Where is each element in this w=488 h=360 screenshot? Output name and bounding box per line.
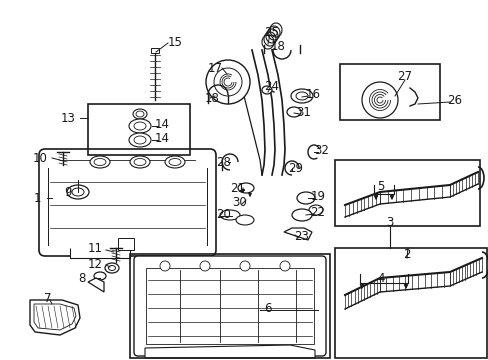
Ellipse shape [134,122,146,130]
FancyBboxPatch shape [39,149,216,256]
Ellipse shape [220,210,240,220]
Ellipse shape [286,107,301,117]
Text: 18: 18 [270,40,285,53]
Ellipse shape [67,185,89,199]
Circle shape [361,82,397,118]
Ellipse shape [130,156,150,168]
Text: 22: 22 [310,206,325,219]
Text: 3: 3 [386,216,393,229]
Bar [118,238,134,250]
Ellipse shape [291,209,311,221]
Circle shape [280,261,289,271]
Circle shape [240,261,249,271]
Ellipse shape [262,86,271,94]
Ellipse shape [94,272,106,280]
Ellipse shape [134,136,146,144]
Text: 12: 12 [87,258,102,271]
Ellipse shape [308,205,323,215]
Text: 15: 15 [167,36,182,49]
Text: 19: 19 [310,189,325,202]
Ellipse shape [296,192,314,204]
Text: 16: 16 [305,87,320,100]
Bar [339,64,439,120]
Circle shape [214,68,242,96]
Text: 17: 17 [207,62,222,75]
Text: 9: 9 [64,185,72,198]
Text: 30: 30 [232,195,247,208]
Circle shape [205,60,249,104]
Text: 11: 11 [87,242,102,255]
Ellipse shape [290,89,312,103]
Ellipse shape [134,158,146,166]
Text: 25: 25 [264,26,279,39]
Ellipse shape [108,266,115,270]
Ellipse shape [129,133,151,147]
Text: 28: 28 [216,156,231,168]
PathPatch shape [70,248,130,258]
Text: 31: 31 [296,105,311,118]
PathPatch shape [284,228,311,240]
Ellipse shape [72,188,84,196]
Text: 1: 1 [33,192,41,204]
Text: 18: 18 [204,91,219,104]
Text: 10: 10 [33,152,47,165]
Ellipse shape [169,158,181,166]
Text: 20: 20 [216,207,231,220]
Ellipse shape [295,92,307,100]
Ellipse shape [164,156,184,168]
Ellipse shape [236,215,253,225]
Ellipse shape [90,156,110,168]
Bar [151,48,159,53]
Ellipse shape [238,183,253,193]
PathPatch shape [145,345,314,358]
Text: 14: 14 [154,131,169,144]
PathPatch shape [34,304,76,330]
Text: 4: 4 [376,271,384,284]
Bar [88,104,190,155]
Bar [334,248,486,358]
Bar [334,160,479,226]
Text: 7: 7 [44,292,52,305]
Text: 13: 13 [61,112,75,125]
Text: 8: 8 [78,271,85,284]
Ellipse shape [94,158,106,166]
Text: 23: 23 [294,230,309,243]
FancyBboxPatch shape [134,256,325,356]
Circle shape [200,261,209,271]
Text: 5: 5 [377,180,384,193]
Text: 24: 24 [264,80,279,93]
Text: 32: 32 [314,144,329,157]
Text: 21: 21 [230,181,245,194]
Text: 14: 14 [154,117,169,130]
Ellipse shape [129,119,151,133]
PathPatch shape [30,300,80,335]
Text: 6: 6 [264,302,271,315]
Text: 2: 2 [403,248,410,261]
Bar [146,268,313,344]
Ellipse shape [133,109,147,119]
PathPatch shape [88,278,104,292]
Text: 27: 27 [397,69,412,82]
Text: 29: 29 [288,162,303,175]
Ellipse shape [136,111,143,117]
Ellipse shape [105,263,119,273]
Text: 26: 26 [447,94,462,107]
Circle shape [160,261,170,271]
Bar [130,254,329,358]
